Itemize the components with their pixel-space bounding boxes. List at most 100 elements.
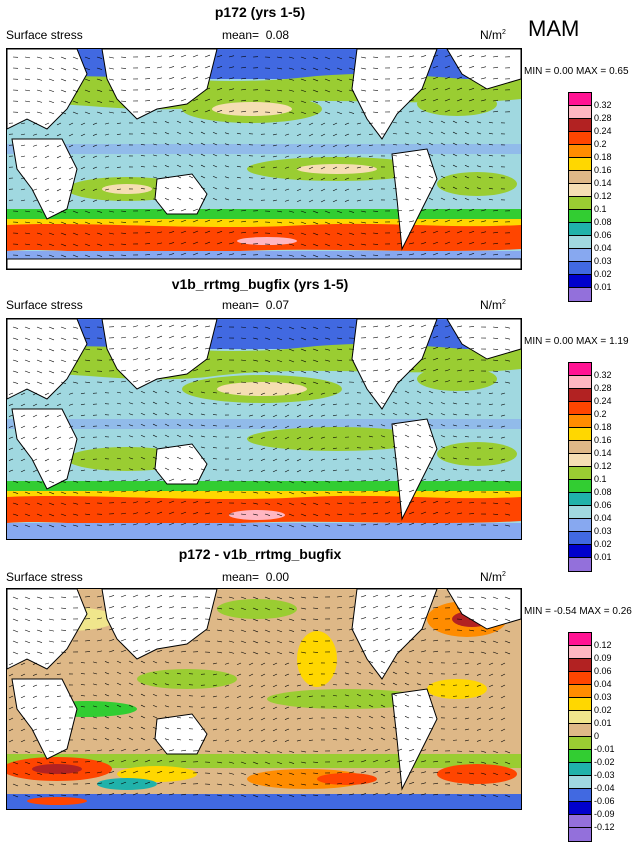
colorbar-swatch — [569, 441, 591, 454]
colorbar-tick-label: 0.28 — [594, 112, 612, 125]
colorbar-swatch — [569, 802, 591, 815]
colorbar-tick-label: 0.14 — [594, 447, 612, 460]
panel-2-minmax: MIN = 0.00 MAX = 1.19 — [524, 336, 629, 347]
panel-1-map — [6, 48, 522, 270]
colorbar-swatch — [569, 532, 591, 545]
panel-1-min: 0.00 — [554, 66, 573, 77]
colorbar-swatch — [569, 558, 591, 571]
panel-1-mean-value: 0.08 — [266, 28, 289, 42]
colorbar-tick-label: 0.18 — [594, 421, 612, 434]
panel-2-mean-label: mean= — [222, 298, 259, 312]
panel-1-colorbar — [568, 92, 592, 302]
colorbar-tick-label: 0.16 — [594, 164, 612, 177]
panel-1-minmax: MIN = 0.00 MAX = 0.65 — [524, 66, 629, 77]
colorbar-tick-label: 0.04 — [594, 512, 612, 525]
panel-3-colorbar — [568, 632, 592, 842]
colorbar-swatch — [569, 249, 591, 262]
panel-2-units: N/m2 — [480, 298, 506, 312]
panel-3-map — [6, 588, 522, 810]
colorbar-swatch — [569, 275, 591, 288]
colorbar-swatch — [569, 106, 591, 119]
colorbar-tick-label: -0.04 — [594, 782, 615, 795]
panel-1-title: p172 (yrs 1-5) — [0, 4, 520, 20]
colorbar-swatch — [569, 389, 591, 402]
panel-3-variable: Surface stress — [6, 570, 83, 584]
panel-3-mean: mean= 0.00 — [222, 570, 289, 584]
colorbar-swatch — [569, 493, 591, 506]
colorbar-tick-label: -0.03 — [594, 769, 615, 782]
colorbar-swatch — [569, 262, 591, 275]
colorbar-tick-label: -0.01 — [594, 743, 615, 756]
colorbar-swatch — [569, 685, 591, 698]
colorbar-tick-label: 0.12 — [594, 639, 615, 652]
colorbar-tick-label: 0.14 — [594, 177, 612, 190]
colorbar-swatch — [569, 763, 591, 776]
colorbar-tick-label: 0.01 — [594, 551, 612, 564]
colorbar-tick-label: 0.01 — [594, 281, 612, 294]
panel-3-minmax: MIN = -0.54 MAX = 0.26 — [524, 606, 632, 617]
panel-2-map — [6, 318, 522, 540]
colorbar-swatch — [569, 428, 591, 441]
colorbar-tick-label: 0.02 — [594, 538, 612, 551]
colorbar-swatch — [569, 145, 591, 158]
colorbar-tick-label: 0.06 — [594, 229, 612, 242]
colorbar-swatch — [569, 545, 591, 558]
colorbar-swatch — [569, 223, 591, 236]
colorbar-tick-label: 0.2 — [594, 408, 612, 421]
colorbar-tick-label: 0.2 — [594, 138, 612, 151]
season-label: MAM — [528, 16, 579, 42]
colorbar-tick-label: 0.02 — [594, 268, 612, 281]
colorbar-tick-label: 0.06 — [594, 499, 612, 512]
panel-2-variable: Surface stress — [6, 298, 83, 312]
colorbar-swatch — [569, 197, 591, 210]
colorbar-swatch — [569, 519, 591, 532]
colorbar-tick-label: 0.32 — [594, 369, 612, 382]
panel-3-mean-label: mean= — [222, 570, 259, 584]
colorbar-tick-label: 0.04 — [594, 678, 615, 691]
colorbar-tick-label: 0.28 — [594, 382, 612, 395]
colorbar-swatch — [569, 828, 591, 841]
colorbar-tick-label: 0.03 — [594, 255, 612, 268]
colorbar-tick-label: -0.02 — [594, 756, 615, 769]
panel-2-max: 1.19 — [609, 336, 628, 347]
colorbar-swatch — [569, 158, 591, 171]
colorbar-swatch — [569, 454, 591, 467]
colorbar-tick-label: 0.1 — [594, 473, 612, 486]
panel-1-mean-label: mean= — [222, 28, 259, 42]
colorbar-tick-label: 0.12 — [594, 190, 612, 203]
panel-1-variable: Surface stress — [6, 28, 83, 42]
colorbar-tick-label: -0.06 — [594, 795, 615, 808]
colorbar-swatch — [569, 363, 591, 376]
colorbar-swatch — [569, 646, 591, 659]
colorbar-tick-label: -0.12 — [594, 821, 615, 834]
colorbar-tick-label: 0.04 — [594, 242, 612, 255]
panel-3-mean-value: 0.00 — [266, 570, 289, 584]
colorbar-tick-label: 0.02 — [594, 704, 615, 717]
colorbar-swatch — [569, 480, 591, 493]
colorbar-tick-label: 0.06 — [594, 665, 615, 678]
colorbar-tick-label: 0.08 — [594, 216, 612, 229]
colorbar-tick-label: -0.09 — [594, 808, 615, 821]
colorbar-swatch — [569, 376, 591, 389]
panel-3-units: N/m2 — [480, 570, 506, 584]
colorbar-swatch — [569, 737, 591, 750]
colorbar-tick-label: 0.09 — [594, 652, 615, 665]
panel-3-max: 0.26 — [612, 606, 631, 617]
panel-3-title: p172 - v1b_rrtmg_bugfix — [0, 546, 520, 562]
colorbar-swatch — [569, 672, 591, 685]
colorbar-swatch — [569, 184, 591, 197]
panel-3-min: -0.54 — [554, 606, 577, 617]
colorbar-swatch — [569, 789, 591, 802]
panel-2-mean: mean= 0.07 — [222, 298, 289, 312]
colorbar-swatch — [569, 750, 591, 763]
colorbar-swatch — [569, 776, 591, 789]
colorbar-tick-label: 0.24 — [594, 125, 612, 138]
panel-2-mean-value: 0.07 — [266, 298, 289, 312]
colorbar-swatch — [569, 288, 591, 301]
colorbar-tick-label: 0.32 — [594, 99, 612, 112]
panel-2-min: 0.00 — [554, 336, 573, 347]
colorbar-swatch — [569, 93, 591, 106]
panel-2-colorbar — [568, 362, 592, 572]
